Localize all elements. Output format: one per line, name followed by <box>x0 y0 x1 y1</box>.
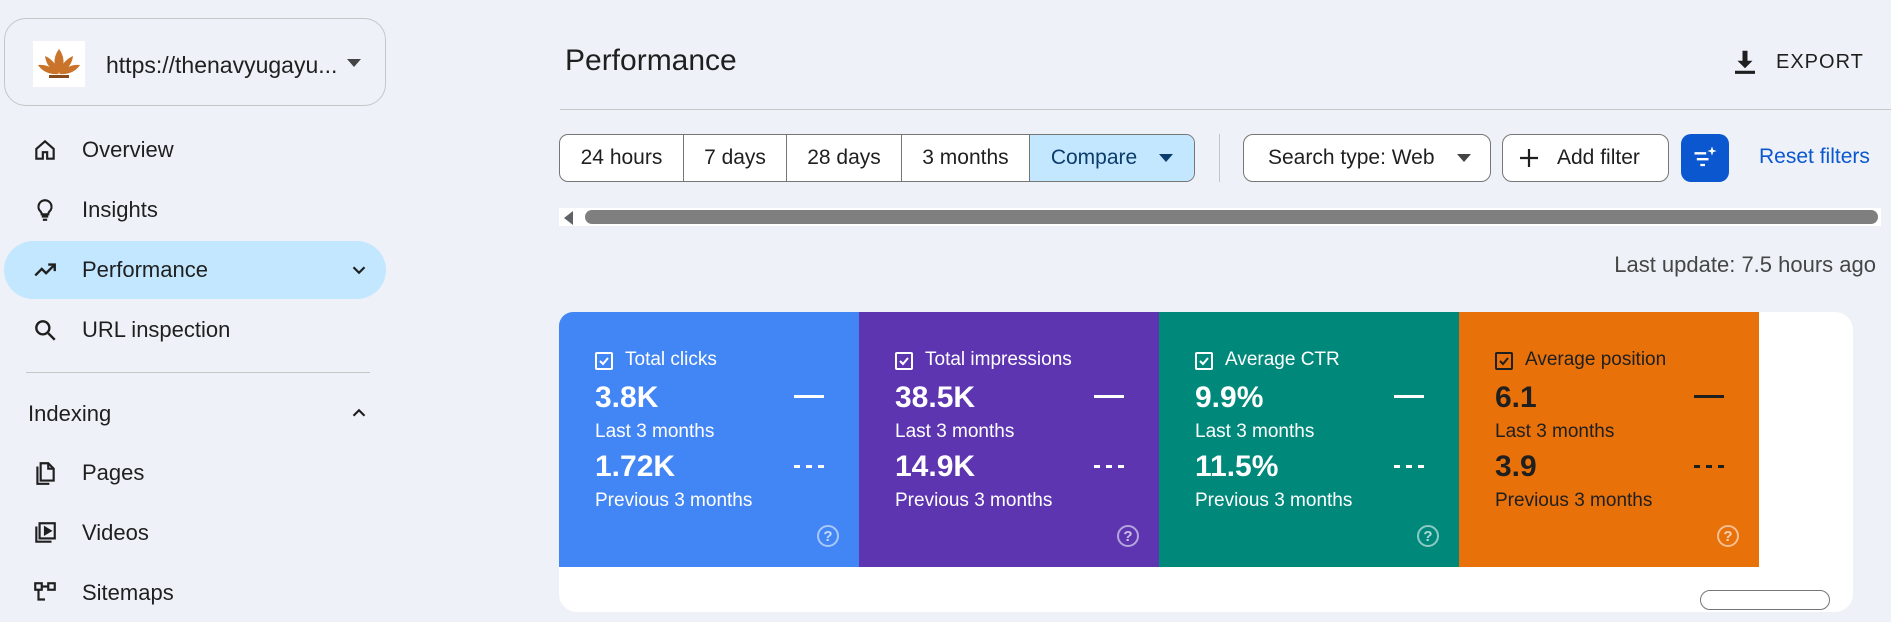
trending-up-icon <box>34 263 56 277</box>
reset-filters-link[interactable]: Reset filters <box>1759 145 1870 168</box>
add-filter-button[interactable]: Add filter <box>1502 134 1669 182</box>
help-icon[interactable]: ? <box>1717 525 1739 547</box>
home-icon <box>35 139 55 160</box>
search-type-label: Search type: Web <box>1268 146 1435 169</box>
dashed-line-legend-icon <box>1694 465 1724 468</box>
dropdown-caret-icon <box>1456 154 1471 162</box>
metric-previous-period: Previous 3 months <box>1195 490 1353 511</box>
solid-line-legend-icon <box>1694 395 1724 398</box>
sidebar-item-sitemaps[interactable]: Sitemaps <box>4 564 386 622</box>
property-logo <box>33 41 85 87</box>
metric-current-period: Last 3 months <box>1495 421 1615 442</box>
dropdown-caret-icon <box>347 59 361 67</box>
sidebar-item-label: Performance <box>82 257 208 282</box>
dashed-line-legend-icon <box>794 465 824 468</box>
checkbox-checked-icon[interactable] <box>1495 352 1513 370</box>
sidebar-item-label: Sitemaps <box>82 580 174 605</box>
sidebar-item-label: Insights <box>82 197 158 222</box>
scroll-left-arrow-icon[interactable] <box>564 211 573 225</box>
checkbox-checked-icon[interactable] <box>1195 352 1213 370</box>
pages-icon <box>36 462 55 485</box>
metric-current-value: 3.8K <box>595 381 659 414</box>
metric-current-value: 9.9% <box>1195 381 1264 414</box>
sidebar-item-overview[interactable]: Overview <box>4 121 386 179</box>
chevron-up-icon[interactable] <box>348 402 370 424</box>
sidebar-item-label: Videos <box>82 520 149 545</box>
header-divider <box>560 109 1891 110</box>
filter-sparkle-icon <box>1694 146 1717 167</box>
checkbox-checked-icon[interactable] <box>595 352 613 370</box>
metric-current-value: 38.5K <box>895 381 976 414</box>
filter-settings-button[interactable] <box>1681 134 1729 182</box>
sidebar-item-performance[interactable]: Performance <box>4 241 386 299</box>
solid-line-legend-icon <box>1394 395 1424 398</box>
metric-name: Average position <box>1525 349 1667 370</box>
sitemap-icon <box>34 582 56 601</box>
chevron-down-icon[interactable] <box>348 259 370 281</box>
metric-previous-value: 14.9K <box>895 450 976 483</box>
page-title: Performance <box>565 44 737 77</box>
range-28-days[interactable]: 28 days <box>787 135 902 181</box>
metric-name: Average CTR <box>1225 349 1340 370</box>
metric-previous-period: Previous 3 months <box>1495 490 1653 511</box>
range-3-months[interactable]: 3 months <box>902 135 1030 181</box>
sidebar-item-pages[interactable]: Pages <box>4 444 386 502</box>
filter-separator <box>1219 134 1220 182</box>
dashed-line-legend-icon <box>1094 465 1124 468</box>
sidebar-item-url-inspection[interactable]: URL inspection <box>4 301 386 359</box>
sidebar-item-videos[interactable]: Videos <box>4 504 386 562</box>
metric-name: Total impressions <box>925 349 1072 370</box>
sidebar-item-label: URL inspection <box>82 317 231 342</box>
sidebar-item-insights[interactable]: Insights <box>4 181 386 239</box>
solid-line-legend-icon <box>794 395 824 398</box>
metric-card-average-ctr[interactable]: Average CTR 9.9% Last 3 months 11.5% Pre… <box>1159 312 1459 567</box>
checkbox-checked-icon[interactable] <box>895 352 913 370</box>
metric-previous-value: 1.72K <box>595 450 676 483</box>
download-icon <box>1735 50 1755 74</box>
metric-previous-period: Previous 3 months <box>595 490 753 511</box>
last-update-text: Last update: 7.5 hours ago <box>1614 252 1876 277</box>
property-selector[interactable]: https://thenavyugayu... <box>4 18 386 106</box>
scrollbar-thumb[interactable] <box>585 210 1878 224</box>
metric-previous-period: Previous 3 months <box>895 490 1053 511</box>
range-24-hours[interactable]: 24 hours <box>560 135 684 181</box>
sidebar-item-label: Pages <box>82 460 145 485</box>
help-icon[interactable]: ? <box>1117 525 1139 547</box>
date-range-selector: 24 hours 7 days 28 days 3 months Compare <box>559 134 1195 182</box>
sidebar-divider <box>26 372 370 373</box>
search-icon <box>35 320 56 341</box>
metric-previous-value: 11.5% <box>1195 450 1279 483</box>
lightbulb-icon <box>37 199 53 221</box>
sidebar-section-indexing[interactable]: Indexing <box>28 401 112 426</box>
range-7-days[interactable]: 7 days <box>684 135 787 181</box>
compare-button[interactable]: Compare <box>1030 135 1194 181</box>
metric-card-total-clicks[interactable]: Total clicks 3.8K Last 3 months 1.72K Pr… <box>559 312 859 567</box>
sidebar-item-label: Overview <box>82 137 174 162</box>
export-label: EXPORT <box>1776 50 1864 73</box>
metric-current-period: Last 3 months <box>595 421 715 442</box>
metric-current-period: Last 3 months <box>895 421 1015 442</box>
video-icon <box>35 522 56 543</box>
solid-line-legend-icon <box>1094 395 1124 398</box>
metric-current-period: Last 3 months <box>1195 421 1315 442</box>
metric-card-average-position[interactable]: Average position 6.1 Last 3 months 3.9 P… <box>1459 312 1759 567</box>
chart-control[interactable] <box>1700 590 1830 610</box>
export-button[interactable]: EXPORT <box>1730 44 1864 80</box>
add-filter-label: Add filter <box>1557 146 1640 169</box>
property-url: https://thenavyugayu... <box>106 52 338 78</box>
dashed-line-legend-icon <box>1394 465 1424 468</box>
search-type-filter[interactable]: Search type: Web <box>1243 134 1491 182</box>
metric-previous-value: 3.9 <box>1495 450 1537 483</box>
help-icon[interactable]: ? <box>817 525 839 547</box>
metric-current-value: 6.1 <box>1495 381 1537 414</box>
metric-card-total-impressions[interactable]: Total impressions 38.5K Last 3 months 14… <box>859 312 1159 567</box>
metric-name: Total clicks <box>625 349 717 370</box>
help-icon[interactable]: ? <box>1417 525 1439 547</box>
compare-label: Compare <box>1050 146 1138 169</box>
plus-icon <box>1520 149 1538 167</box>
dropdown-caret-icon <box>1159 154 1174 162</box>
